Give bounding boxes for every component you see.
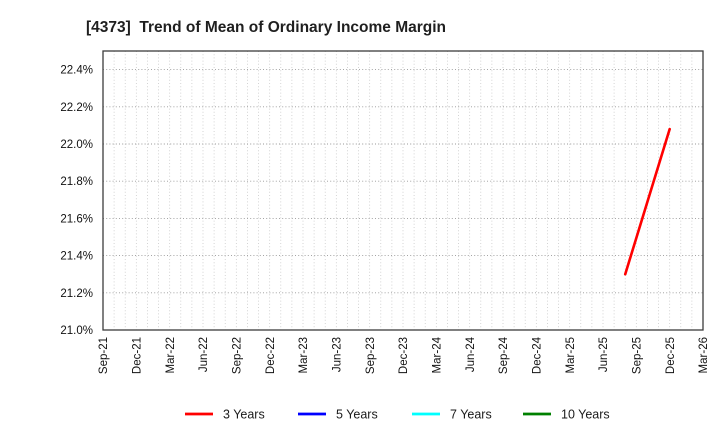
x-tick-label: Jun-22 bbox=[198, 337, 210, 372]
x-tick-label: Dec-25 bbox=[665, 337, 677, 374]
legend-item-7-years: 7 Years bbox=[412, 408, 492, 422]
legend-label-3-years: 3 Years bbox=[223, 408, 265, 422]
series-line-3-years bbox=[623, 127, 671, 276]
x-tick-label: Sep-22 bbox=[232, 337, 244, 374]
x-tick-label: Mar-22 bbox=[165, 337, 177, 373]
legend: 3 Years 5 Years 7 Years 10 Years bbox=[185, 408, 610, 422]
series-layer bbox=[623, 127, 671, 276]
x-tick-label: Jun-25 bbox=[598, 337, 610, 372]
x-tick-label: Sep-21 bbox=[98, 337, 110, 374]
legend-label-10-years: 10 Years bbox=[561, 408, 610, 422]
y-tick-label: 21.0% bbox=[60, 325, 93, 337]
legend-item-10-years: 10 Years bbox=[523, 408, 610, 422]
legend-item-5-years: 5 Years bbox=[298, 408, 378, 422]
legend-label-7-years: 7 Years bbox=[450, 408, 492, 422]
y-tick-label: 21.2% bbox=[60, 288, 93, 300]
x-tick-label: Mar-24 bbox=[432, 336, 444, 373]
x-tick-label: Sep-24 bbox=[498, 336, 510, 374]
x-tick-label: Dec-22 bbox=[265, 337, 277, 374]
chart-title: [4373] Trend of Mean of Ordinary Income … bbox=[86, 19, 446, 36]
x-tick-label: Mar-23 bbox=[298, 337, 310, 373]
legend-label-5-years: 5 Years bbox=[336, 408, 378, 422]
grid-layer bbox=[103, 51, 703, 330]
legend-item-3-years: 3 Years bbox=[185, 408, 265, 422]
x-tick-label: Mar-25 bbox=[565, 337, 577, 373]
y-tick-label: 21.6% bbox=[60, 213, 93, 225]
x-tick-label: Dec-21 bbox=[132, 337, 144, 374]
x-tick-label: Jun-24 bbox=[465, 336, 477, 372]
x-tick-label: Sep-23 bbox=[365, 337, 377, 374]
y-tick-label: 22.4% bbox=[60, 65, 93, 77]
x-tick-label: Jun-23 bbox=[332, 337, 344, 372]
y-tick-label: 22.0% bbox=[60, 139, 93, 151]
y-tick-label: 22.2% bbox=[60, 102, 93, 114]
y-tick-label: 21.8% bbox=[60, 176, 93, 188]
x-tick-label: Sep-25 bbox=[632, 337, 644, 374]
axis-layer: 21.0% 21.2% 21.4% 21.6% 21.8% 22.0% 22.2% 22.4%… bbox=[60, 65, 710, 374]
x-tick-label: Dec-24 bbox=[532, 336, 544, 374]
plot-frame bbox=[102, 50, 704, 331]
y-tick-label: 21.4% bbox=[60, 251, 93, 263]
x-tick-label: Dec-23 bbox=[398, 337, 410, 374]
x-tick-label: Mar-26 bbox=[698, 337, 710, 373]
